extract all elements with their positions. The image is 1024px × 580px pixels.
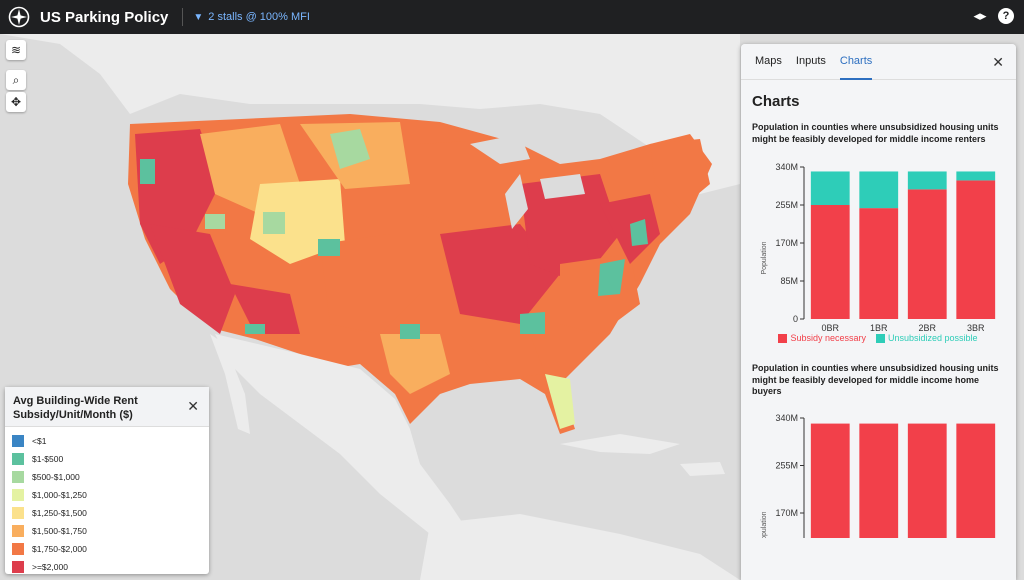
legend-swatch <box>12 525 24 537</box>
bar-segment[interactable] <box>956 423 996 538</box>
legend-label: $500-$1,000 <box>32 472 80 482</box>
compass-icon[interactable] <box>8 6 30 28</box>
panel-close-icon[interactable]: ✕ <box>992 54 1004 70</box>
bar-segment[interactable] <box>859 423 899 538</box>
x-tick-label: 2BR <box>918 323 936 331</box>
legend-item: <$1 <box>12 432 202 450</box>
tab-maps[interactable]: Maps <box>755 54 782 67</box>
search-icon: ⌕ <box>12 72 20 87</box>
legend-swatch <box>12 561 24 573</box>
legend-label: >=$2,000 <box>32 562 68 572</box>
legend-label: $1-$500 <box>32 454 64 464</box>
legend-list: <$1 $1-$500 $500-$1,000 $1,000-$1,250 $1,250… <box>5 427 209 580</box>
panel-body[interactable]: Charts Population in counties where unsu… <box>741 81 1016 580</box>
bar-segment[interactable] <box>956 171 996 181</box>
chart-legend-item[interactable]: Subsidy necessary <box>778 333 866 343</box>
y-tick-label: 255M <box>775 460 798 470</box>
legend-item: >=$2,000 <box>12 558 202 576</box>
bar-segment[interactable] <box>907 423 947 538</box>
chart-legend-swatch <box>875 333 885 343</box>
y-tick-label: 170M <box>775 508 798 518</box>
map-legend: Avg Building-Wide Rent Subsidy/Unit/Mont… <box>5 387 209 574</box>
chart-legend-swatch <box>778 333 788 343</box>
y-tick-label: 340M <box>775 413 798 423</box>
panel-heading: Charts <box>752 93 800 110</box>
legend-label: $1,250-$1,500 <box>32 508 87 518</box>
legend-label: $1,750-$2,000 <box>32 544 87 554</box>
layers-button[interactable]: ≋ <box>6 40 26 60</box>
bar-segment[interactable] <box>810 205 850 319</box>
legend-item: $1,250-$1,500 <box>12 504 202 522</box>
search-button[interactable]: ⌕ <box>6 70 26 90</box>
pan-button[interactable]: ✥ <box>6 92 26 112</box>
chart-1-title: Population in counties where unsubsidize… <box>752 122 999 144</box>
y-tick-label: 340M <box>775 162 798 172</box>
y-axis-label: Population <box>761 511 768 538</box>
map-canvas <box>0 34 740 580</box>
scenario-label: 2 stalls @ 100% MFI <box>208 11 310 23</box>
legend-item: $500-$1,000 <box>12 468 202 486</box>
legend-header: Avg Building-Wide Rent Subsidy/Unit/Mont… <box>5 387 209 427</box>
app-header: US Parking Policy ▼ 2 stalls @ 100% MFI … <box>0 0 1024 34</box>
scenario-dropdown[interactable]: ▼ 2 stalls @ 100% MFI <box>193 11 310 23</box>
chart-legend-label: Subsidy necessary <box>790 333 866 343</box>
side-panel: Maps Inputs Charts ✕ Charts Population i… <box>741 44 1016 580</box>
y-tick-label: 85M <box>780 276 798 286</box>
legend-label: $1,500-$1,750 <box>32 526 87 536</box>
legend-item: $1-$500 <box>12 450 202 468</box>
legend-title: Avg Building-Wide Rent Subsidy/Unit/Mont… <box>13 395 138 421</box>
bar-segment[interactable] <box>907 171 947 190</box>
help-icon[interactable]: ? <box>998 8 1014 24</box>
caret-down-icon: ▼ <box>193 11 204 23</box>
legend-swatch <box>12 507 24 519</box>
legend-item: $1,500-$1,750 <box>12 522 202 540</box>
legend-swatch <box>12 471 24 483</box>
chart-legend-label: Unsubsidized possible <box>887 333 978 343</box>
app-title: US Parking Policy <box>40 8 169 26</box>
bar-segment[interactable] <box>810 171 850 205</box>
code-toggle-icon[interactable]: ◂▸ <box>973 8 987 23</box>
bar-segment[interactable] <box>956 180 996 319</box>
legend-label: $1,000-$1,250 <box>32 490 87 500</box>
x-tick-label: 3BR <box>967 323 985 331</box>
x-tick-label: 0BR <box>821 323 839 331</box>
bar-segment[interactable] <box>859 171 899 209</box>
header-divider <box>182 8 184 26</box>
legend-swatch <box>12 489 24 501</box>
move-icon: ✥ <box>10 95 22 109</box>
y-tick-label: 255M <box>775 200 798 210</box>
legend-swatch <box>12 543 24 555</box>
legend-swatch <box>12 453 24 465</box>
legend-swatch <box>12 435 24 447</box>
tab-charts[interactable]: Charts <box>839 44 873 80</box>
chart-1-legend: Subsidy necessary Unsubsidized possible <box>752 333 1004 343</box>
bar-segment[interactable] <box>907 189 947 319</box>
tab-inputs[interactable]: Inputs <box>795 54 826 67</box>
y-tick-label: 0 <box>793 314 798 324</box>
y-tick-label: 170M <box>775 238 798 248</box>
legend-item: $1,000-$1,250 <box>12 486 202 504</box>
panel-tabs: Maps Inputs Charts ✕ <box>741 44 1016 80</box>
chart-renters: 0 85M 170M 255M 340M Population 0BR 1BR 2BR 3BR S… <box>752 145 1004 343</box>
chart-2-title: Population in counties where unsubsidize… <box>752 363 999 396</box>
layers-icon: ≋ <box>10 43 22 57</box>
x-tick-label: 1BR <box>870 323 888 331</box>
legend-close-icon[interactable]: ✕ <box>187 398 199 414</box>
chart-renters-svg: 0 85M 170M 255M 340M Population 0BR 1BR 2BR 3BR <box>761 162 996 331</box>
legend-label: <$1 <box>32 436 47 446</box>
bar-segment[interactable] <box>859 208 899 319</box>
legend-item: $1,750-$2,000 <box>12 540 202 558</box>
chart-legend-item[interactable]: Unsubsidized possible <box>875 333 978 343</box>
y-axis-label: Population <box>761 241 768 274</box>
bar-segment[interactable] <box>810 423 850 538</box>
